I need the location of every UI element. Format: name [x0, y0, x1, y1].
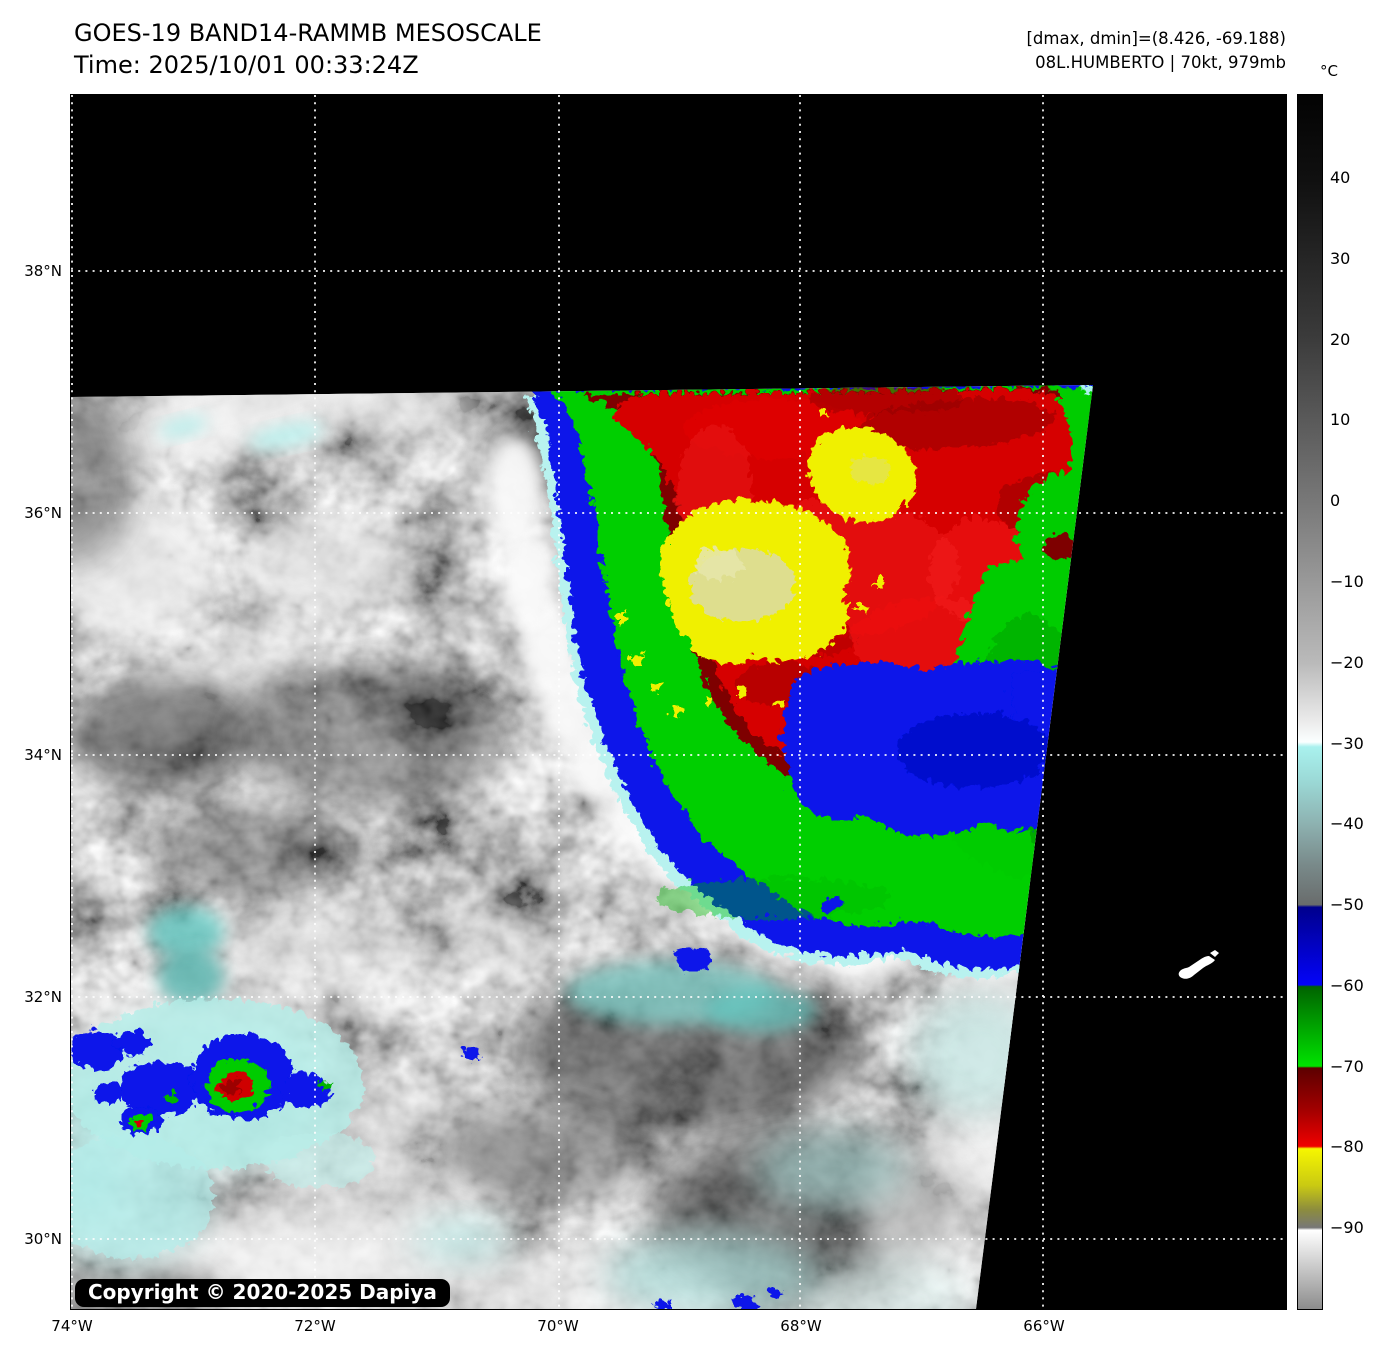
cb-tick-10: 10 — [1330, 410, 1351, 429]
cb-tick-neg10: −10 — [1330, 572, 1364, 591]
satellite-imagery-svg — [71, 95, 1286, 1309]
hurricane-cloud-shield — [521, 385, 1093, 974]
colorbar-gradient — [1297, 94, 1323, 1310]
lat-tick-32n: 32°N — [24, 988, 62, 1006]
cb-tick-neg50: −50 — [1330, 895, 1364, 914]
cb-tick-40: 40 — [1330, 168, 1351, 187]
dmax-dmin-readout: [dmax, dmin]=(8.426, -69.188) — [1026, 29, 1287, 48]
page-title: GOES-19 BAND14-RAMMB MESOSCALE — [74, 19, 542, 47]
convective-cells-southwest — [71, 995, 371, 1255]
cb-tick-neg90: −90 — [1330, 1218, 1364, 1237]
cb-tick-neg40: −40 — [1330, 814, 1364, 833]
cb-tick-neg30: −30 — [1330, 734, 1364, 753]
cb-tick-neg60: −60 — [1330, 976, 1364, 995]
cb-tick-neg70: −70 — [1330, 1057, 1364, 1076]
lat-tick-36n: 36°N — [24, 504, 62, 522]
storm-status-readout: 08L.HUMBERTO | 70kt, 979mb — [1035, 53, 1286, 72]
isolated-cold-spots — [458, 893, 838, 1308]
lon-tick-70w: 70°W — [537, 1317, 579, 1335]
lat-tick-38n: 38°N — [24, 262, 62, 280]
lon-tick-74w: 74°W — [51, 1317, 93, 1335]
lon-tick-72w: 72°W — [294, 1317, 336, 1335]
cb-tick-neg20: −20 — [1330, 653, 1364, 672]
cb-tick-0: 0 — [1330, 491, 1341, 510]
satellite-map: Copyright © 2020-2025 Dapiya — [70, 94, 1287, 1310]
bermuda-island-marker — [1178, 950, 1219, 979]
timestamp-label: Time: 2025/10/01 00:33:24Z — [74, 51, 419, 79]
lon-tick-66w: 66°W — [1023, 1317, 1065, 1335]
colorbar-unit-label: °C — [1320, 62, 1338, 80]
graticule-lines — [71, 95, 1286, 1309]
cb-tick-neg80: −80 — [1330, 1137, 1364, 1156]
copyright-badge: Copyright © 2020-2025 Dapiya — [75, 1279, 450, 1307]
cb-tick-30: 30 — [1330, 249, 1351, 268]
lat-tick-34n: 34°N — [24, 746, 62, 764]
cb-tick-20: 20 — [1330, 330, 1351, 349]
lat-tick-30n: 30°N — [24, 1230, 62, 1248]
lon-tick-68w: 68°W — [780, 1317, 822, 1335]
